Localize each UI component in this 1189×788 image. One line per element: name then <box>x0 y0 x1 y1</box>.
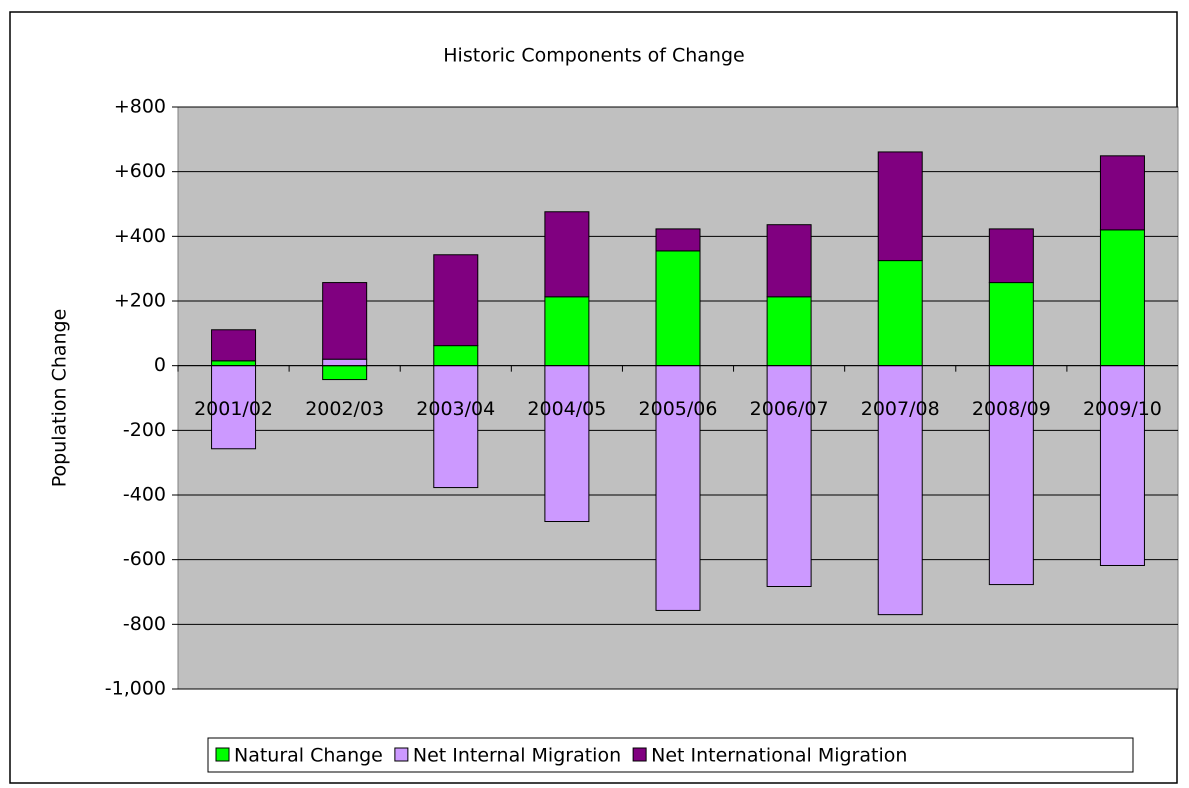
bar <box>544 296 590 367</box>
legend-swatch <box>632 747 647 762</box>
bar <box>1099 365 1145 566</box>
x-tick-label: 2006/07 <box>750 398 829 420</box>
x-tick-label: 2003/04 <box>416 398 495 420</box>
y-tick-label: -800 <box>123 613 166 635</box>
x-tick-label: 2008/09 <box>972 398 1051 420</box>
bar <box>988 365 1034 586</box>
bar <box>877 260 923 367</box>
y-tick-label: -400 <box>123 484 166 506</box>
bar <box>544 365 590 523</box>
y-tick-label: -600 <box>123 548 166 570</box>
legend-swatch <box>394 747 409 762</box>
bar <box>766 224 812 298</box>
legend <box>207 737 1134 773</box>
y-tick-label: +800 <box>114 96 166 118</box>
bar <box>877 365 923 616</box>
bar <box>322 358 368 367</box>
legend-label: Natural Change <box>234 745 383 767</box>
bar <box>877 151 923 262</box>
x-tick-label: 2001/02 <box>194 398 273 420</box>
legend-label: Net International Migration <box>651 745 907 767</box>
x-tick-label: 2004/05 <box>527 398 606 420</box>
bar <box>211 360 257 367</box>
bar <box>544 211 590 298</box>
bar <box>433 365 479 489</box>
bar <box>655 365 701 611</box>
y-tick-label: +400 <box>114 225 166 247</box>
legend-swatch <box>215 747 230 762</box>
bar <box>322 282 368 360</box>
bar <box>988 282 1034 367</box>
y-tick-label: -200 <box>123 419 166 441</box>
bar <box>655 228 701 252</box>
y-axis-label: Population Change <box>49 309 71 488</box>
bar <box>1099 229 1145 367</box>
bar <box>211 329 257 362</box>
bar <box>211 365 257 450</box>
bar <box>433 254 479 347</box>
y-tick-label: +600 <box>114 160 166 182</box>
bar <box>1099 155 1145 231</box>
x-tick-label: 2002/03 <box>305 398 384 420</box>
chart-title: Historic Components of Change <box>443 45 744 67</box>
x-tick-label: 2007/08 <box>861 398 940 420</box>
legend-label: Net Internal Migration <box>413 745 621 767</box>
y-tick-label: +200 <box>114 290 166 312</box>
y-tick-label: 0 <box>154 354 166 376</box>
bar <box>655 250 701 367</box>
x-tick-label: 2005/06 <box>639 398 718 420</box>
bar <box>988 228 1034 284</box>
x-tick-label: 2009/10 <box>1083 398 1162 420</box>
y-tick-label: -1,000 <box>105 678 166 700</box>
bar <box>322 365 368 381</box>
bar <box>433 345 479 367</box>
bar <box>766 296 812 367</box>
